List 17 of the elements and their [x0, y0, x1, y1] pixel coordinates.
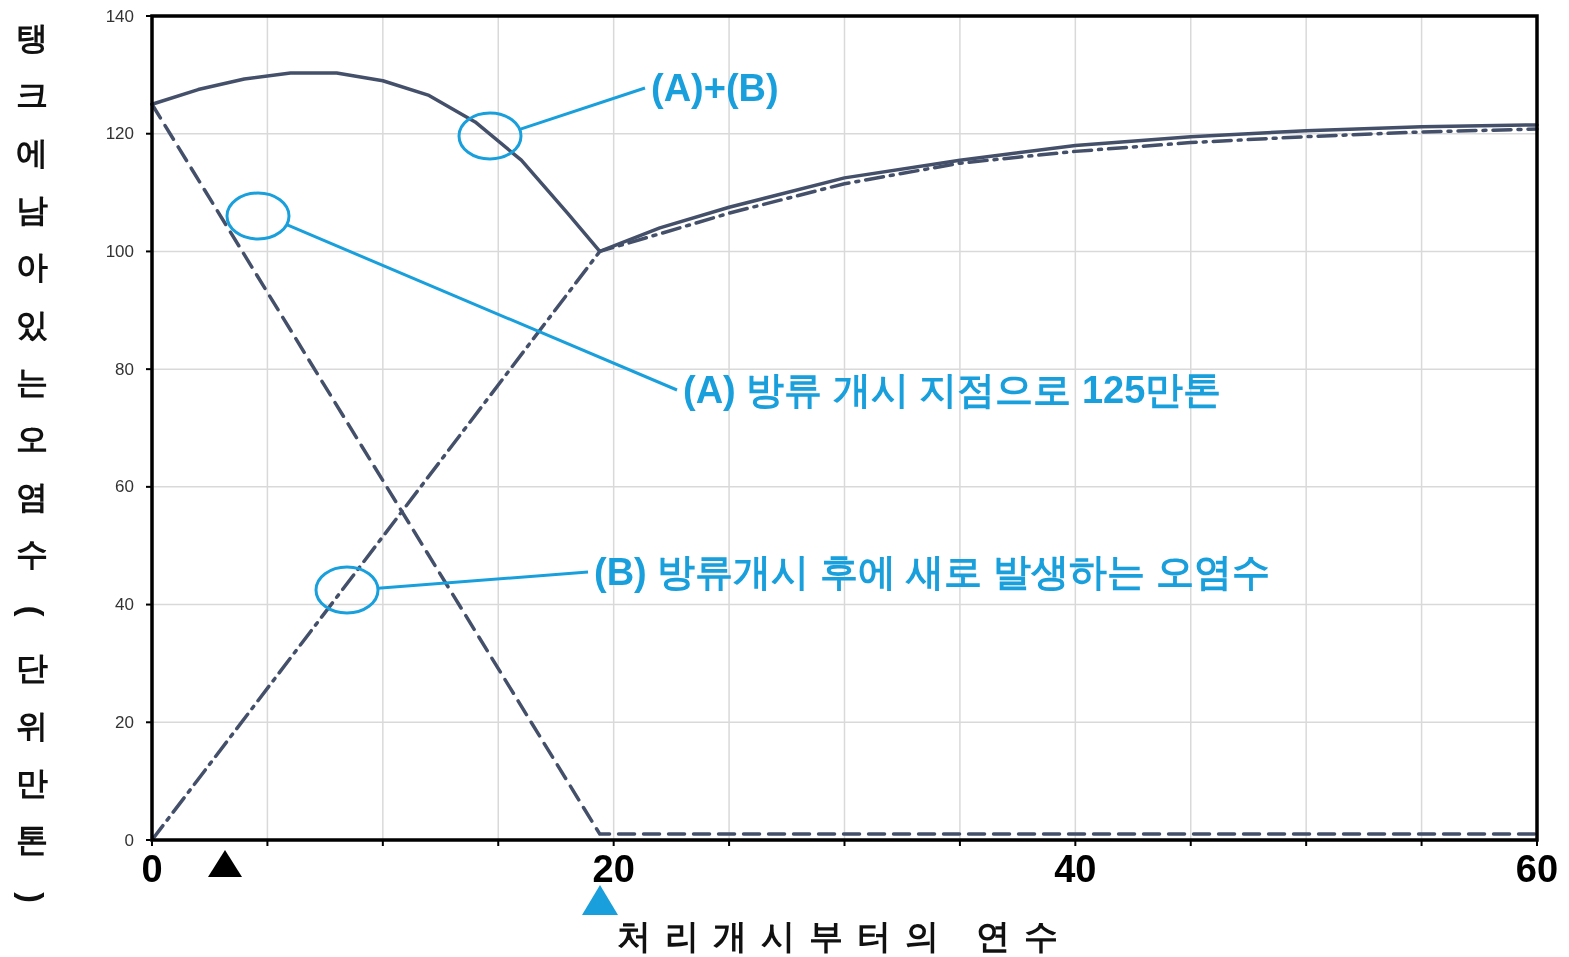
y-tick-label: 0	[124, 830, 134, 850]
y-tick-label: 20	[115, 712, 134, 732]
x-tick-label: 60	[1515, 848, 1559, 890]
x-axis-title: 처리개시부터의 연수	[616, 917, 1073, 955]
x-tick-label: 0	[141, 848, 163, 890]
annotation: (A) 방류 개시 지점으로 125만톤	[683, 369, 1222, 411]
annotation: (A)+(B)	[651, 67, 779, 109]
y-tick-label: 120	[105, 124, 134, 144]
y-tick-label: 40	[115, 595, 134, 615]
y-tick-label: 60	[115, 477, 134, 497]
annotation: (B) 방류개시 후에 새로 발생하는 오염수	[594, 551, 1270, 593]
y-tick-label: 80	[115, 359, 134, 379]
x-tick-label: 20	[592, 848, 635, 890]
x-tick-label: 40	[1054, 848, 1097, 890]
text: 탱크에남아있는오염수(단위만톤)	[14, 20, 50, 904]
y-tick-label: 100	[105, 241, 134, 261]
y-tick-label: 140	[105, 6, 134, 26]
